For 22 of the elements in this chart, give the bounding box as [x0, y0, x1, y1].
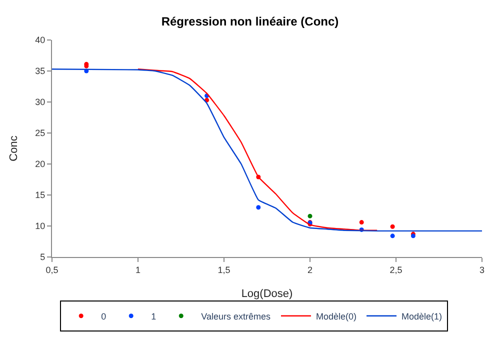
y-tick-label: 30: [35, 97, 46, 108]
y-tick-label: 35: [35, 66, 46, 76]
y-tick-label: 15: [35, 190, 46, 200]
x-tick-label: 2,5: [390, 264, 402, 275]
legend-label: 1: [151, 311, 156, 322]
y-tick-label: 25: [35, 128, 46, 138]
x-tick-label: 1: [135, 264, 141, 275]
y-tick-label: 10: [35, 221, 46, 232]
legend-label: Valeurs extrêmes: [201, 311, 271, 322]
x-tick-label: 1,5: [218, 264, 230, 275]
y-tick-label: 5: [40, 252, 46, 262]
x-tick-label: 0,5: [46, 264, 58, 275]
x-tick-label: 3: [479, 264, 485, 275]
y-tick-label: 40: [35, 35, 46, 46]
y-tick-label: 20: [35, 159, 46, 170]
x-tick-label: 2: [307, 264, 313, 275]
chart-title: Régression non linéaire (Conc): [161, 14, 339, 29]
legend-label: Modèle(0): [316, 311, 357, 322]
legend-label: 0: [101, 311, 106, 322]
legend-label: Modèle(1): [402, 311, 442, 322]
x-axis-title: Log(Dose): [241, 288, 293, 300]
y-axis-title: Conc: [8, 135, 20, 162]
